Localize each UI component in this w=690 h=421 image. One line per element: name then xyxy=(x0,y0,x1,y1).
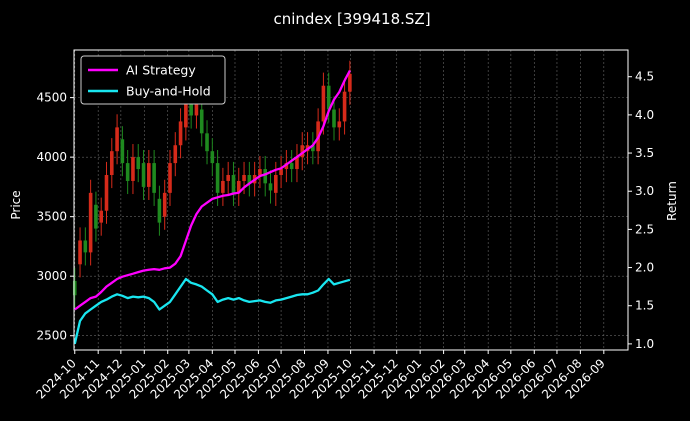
candle-body xyxy=(88,192,93,253)
series-lines xyxy=(73,70,351,345)
y-tick-label-right: 4.0 xyxy=(635,108,654,122)
legend-label-ai-strategy: AI Strategy xyxy=(126,63,196,78)
candle-body xyxy=(348,73,352,92)
candle-body xyxy=(104,175,109,211)
candle-body xyxy=(268,183,273,191)
candle-body xyxy=(162,192,167,217)
y-axis-right-label: Return xyxy=(665,181,679,221)
candle-body xyxy=(221,180,225,193)
price-candles xyxy=(72,60,352,309)
candle-body xyxy=(263,169,268,184)
series-line-buy-and-hold xyxy=(73,277,351,345)
candle-body xyxy=(242,175,246,181)
candle-body xyxy=(284,163,289,170)
candle-body xyxy=(173,145,178,164)
y-tick-label-right: 1.5 xyxy=(635,299,654,313)
candle-body xyxy=(115,127,119,152)
candle-body xyxy=(94,204,98,229)
candle-body xyxy=(311,145,315,152)
candle-body xyxy=(184,103,188,128)
candle-body xyxy=(300,145,305,158)
candle-body xyxy=(231,175,236,193)
candle-body xyxy=(215,163,220,193)
candle-body xyxy=(247,175,252,184)
candle-body xyxy=(342,91,347,122)
candle-body xyxy=(326,85,331,110)
candle-body xyxy=(279,169,283,175)
candle-body xyxy=(99,210,104,223)
candle-body xyxy=(289,163,294,170)
legend: AI Strategy Buy-and-Hold xyxy=(80,55,226,105)
y-tick-label-left: 4000 xyxy=(36,150,67,164)
candle-body xyxy=(131,157,135,181)
candle-body xyxy=(72,280,77,296)
candle-body xyxy=(236,180,241,193)
candle-body xyxy=(136,157,141,170)
candle-body xyxy=(321,85,326,122)
candle-body xyxy=(199,109,204,134)
candle-body xyxy=(157,198,162,223)
legend-label-buy-and-hold: Buy-and-Hold xyxy=(126,84,211,99)
y-tick-label-right: 3.0 xyxy=(635,184,654,198)
candle-body xyxy=(141,163,146,187)
candle-body xyxy=(226,175,230,181)
candle-body xyxy=(147,163,151,187)
y-tick-label-right: 2.0 xyxy=(635,261,654,275)
candle-body xyxy=(189,103,193,116)
candle-body xyxy=(152,163,156,193)
candle-body xyxy=(332,109,336,128)
candle-body xyxy=(125,163,130,181)
y-tick-label-right: 4.5 xyxy=(635,70,654,84)
candle-body xyxy=(78,240,82,265)
candle-body xyxy=(337,121,342,128)
chart-title: cnindex [399418.SZ] xyxy=(273,10,430,28)
y-tick-label-left: 3000 xyxy=(36,269,67,283)
y-tick-label-right: 3.5 xyxy=(635,146,654,160)
candle-body xyxy=(194,97,199,116)
candle-body xyxy=(295,157,299,170)
y-axis-left-label: Price xyxy=(9,190,23,219)
candle-body xyxy=(210,151,215,164)
candle-body xyxy=(273,175,278,193)
candle-body xyxy=(205,133,209,152)
y-tick-label-left: 3500 xyxy=(36,210,67,224)
y-tick-label-right: 2.5 xyxy=(635,222,654,236)
candle-body xyxy=(168,163,172,193)
candle-body xyxy=(109,151,114,175)
series-line-ai-strategy xyxy=(74,70,351,311)
y-tick-label-right: 1.0 xyxy=(635,337,654,351)
y-tick-label-left: 4500 xyxy=(36,91,67,105)
candle-body xyxy=(83,240,88,253)
y-tick-label-left: 2500 xyxy=(36,329,67,343)
candle-body xyxy=(120,139,125,164)
candle-body xyxy=(178,121,183,146)
candle-body xyxy=(258,169,262,175)
